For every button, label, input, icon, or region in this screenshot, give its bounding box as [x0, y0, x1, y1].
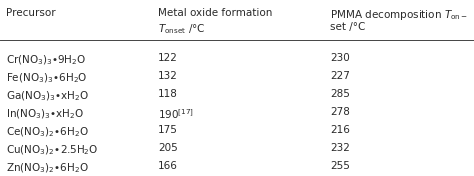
Text: Precursor: Precursor — [6, 8, 55, 18]
Text: set /°C: set /°C — [330, 22, 365, 32]
Text: 232: 232 — [330, 143, 350, 153]
Text: Ga(NO$_3$)$_3$•xH$_2$O: Ga(NO$_3$)$_3$•xH$_2$O — [6, 89, 89, 103]
Text: PMMA decomposition $T_{\mathrm{on-}}$: PMMA decomposition $T_{\mathrm{on-}}$ — [330, 8, 468, 22]
Text: 122: 122 — [158, 53, 178, 63]
Text: 230: 230 — [330, 53, 350, 63]
Text: 205: 205 — [158, 143, 178, 153]
Text: 285: 285 — [330, 89, 350, 99]
Text: $T_{\mathrm{onset}}$ /°C: $T_{\mathrm{onset}}$ /°C — [158, 22, 206, 36]
Text: 227: 227 — [330, 71, 350, 81]
Text: Cr(NO$_3$)$_3$•9H$_2$O: Cr(NO$_3$)$_3$•9H$_2$O — [6, 53, 86, 67]
Text: Ce(NO$_3$)$_2$•6H$_2$O: Ce(NO$_3$)$_2$•6H$_2$O — [6, 125, 89, 139]
Text: 190$^{[17]}$: 190$^{[17]}$ — [158, 107, 194, 121]
Text: 278: 278 — [330, 107, 350, 117]
Text: Cu(NO$_3$)$_2$•2.5H$_2$O: Cu(NO$_3$)$_2$•2.5H$_2$O — [6, 143, 99, 157]
Text: 166: 166 — [158, 161, 178, 171]
Text: 216: 216 — [330, 125, 350, 135]
Text: Fe(NO$_3$)$_3$•6H$_2$O: Fe(NO$_3$)$_3$•6H$_2$O — [6, 71, 88, 85]
Text: Zn(NO$_3$)$_2$•6H$_2$O: Zn(NO$_3$)$_2$•6H$_2$O — [6, 161, 89, 175]
Text: 132: 132 — [158, 71, 178, 81]
Text: In(NO$_3$)$_3$•xH$_2$O: In(NO$_3$)$_3$•xH$_2$O — [6, 107, 84, 121]
Text: 255: 255 — [330, 161, 350, 171]
Text: 118: 118 — [158, 89, 178, 99]
Text: Metal oxide formation: Metal oxide formation — [158, 8, 273, 18]
Text: 175: 175 — [158, 125, 178, 135]
